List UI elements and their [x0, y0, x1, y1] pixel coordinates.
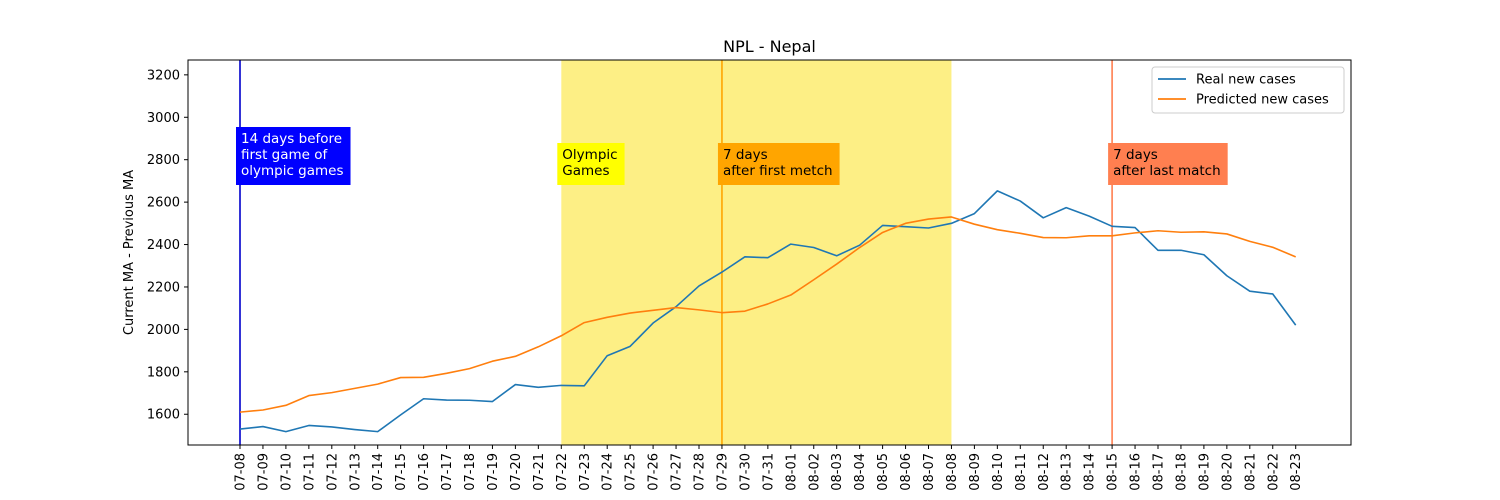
- legend-label-1: Predicted new cases: [1196, 93, 1329, 108]
- y-axis: 1600 1800 2000 2200 2400 2600 2800 3000 3200: [147, 68, 188, 423]
- x-tick-label: 08-01: [784, 453, 799, 491]
- series-lines: [239, 190, 1297, 433]
- x-tick-label: 08-07: [922, 453, 937, 491]
- x-tick-label: 08-03: [830, 453, 845, 491]
- x-tick-label: 08-19: [1197, 453, 1212, 491]
- event-annotation-text: after first metch: [723, 163, 833, 179]
- y-tick-label: 1800: [147, 365, 180, 380]
- event-annotation-text: first game of: [241, 147, 329, 163]
- x-tick-label: 08-09: [968, 453, 983, 491]
- x-tick-label: 08-10: [991, 453, 1006, 491]
- y-tick-label: 3200: [147, 68, 180, 83]
- x-tick-label: 08-04: [853, 453, 868, 491]
- x-tick-label: 07-08: [234, 453, 249, 491]
- x-tick-label: 07-18: [463, 453, 478, 491]
- plot-frame: [187, 59, 1352, 446]
- legend-frame: [1151, 66, 1345, 114]
- x-tick-label: 07-21: [532, 453, 547, 491]
- event-annotation-text: 7 days: [1113, 147, 1158, 163]
- x-tick-label: 07-16: [417, 453, 432, 491]
- x-tick-label: 08-13: [1060, 453, 1075, 491]
- series-line-1: [239, 216, 1297, 413]
- x-tick-label: 08-06: [899, 453, 914, 491]
- y-tick-label: 2800: [147, 153, 180, 168]
- x-tick-label: 08-05: [876, 453, 891, 491]
- x-axis: 07-08 07-09 07-10 07-11 07-12 07-13 07-14 07-15…: [234, 445, 1304, 491]
- x-tick-label: 07-14: [371, 453, 386, 491]
- y-tick-label: 2400: [147, 238, 180, 253]
- event-annotation-text: Games: [562, 163, 609, 179]
- shaded-region: [561, 60, 952, 445]
- y-tick-label: 3000: [147, 111, 180, 126]
- x-tick-label: 08-08: [945, 453, 960, 491]
- event-annotation-box: [1108, 143, 1228, 185]
- x-tick-label: 08-14: [1083, 453, 1098, 491]
- x-tick-label: 08-16: [1129, 453, 1144, 491]
- x-tick-label: 07-12: [325, 453, 340, 491]
- olympic-games-shaded-region: [561, 60, 952, 445]
- x-tick-label: 07-29: [715, 453, 730, 491]
- y-tick-label: 2600: [147, 196, 180, 211]
- x-tick-label: 08-02: [807, 453, 822, 491]
- x-tick-label: 07-15: [394, 453, 409, 491]
- x-tick-label: 07-26: [647, 453, 662, 491]
- event-lines: [239, 60, 1113, 445]
- x-tick-label: 08-12: [1037, 453, 1052, 491]
- x-tick-label: 07-20: [509, 453, 524, 491]
- chart-title: NPL - Nepal: [723, 37, 816, 56]
- x-tick-label: 08-11: [1014, 453, 1029, 491]
- x-tick-label: 08-21: [1243, 453, 1258, 491]
- x-tick-label: 07-25: [624, 453, 639, 491]
- x-tick-label: 07-09: [256, 453, 271, 491]
- event-annotation-text: 7 days: [723, 147, 768, 163]
- x-tick-label: 08-22: [1266, 453, 1281, 491]
- series-line-0: [239, 190, 1297, 433]
- x-tick-label: 07-23: [578, 453, 593, 491]
- x-tick-label: 08-15: [1106, 453, 1121, 491]
- x-tick-label: 07-19: [486, 453, 501, 491]
- x-tick-label: 07-31: [761, 453, 776, 491]
- x-tick-label: 08-20: [1220, 453, 1235, 491]
- y-axis-label: Current MA - Previous MA: [122, 170, 137, 335]
- x-tick-label: 08-17: [1152, 453, 1167, 491]
- legend: Real new cases Predicted new cases: [1151, 66, 1345, 114]
- event-annotation-box: [236, 127, 351, 185]
- x-tick-label: 07-27: [670, 453, 685, 491]
- y-tick-label: 2000: [147, 323, 180, 338]
- x-tick-label: 07-11: [302, 453, 317, 491]
- x-tick-label: 07-22: [555, 453, 570, 491]
- y-tick-label: 1600: [147, 408, 180, 423]
- x-tick-label: 08-23: [1289, 453, 1304, 491]
- event-annotation-text: after last match: [1113, 163, 1221, 179]
- y-tick-label: 2200: [147, 280, 180, 295]
- x-tick-label: 07-17: [440, 453, 455, 491]
- x-tick-label: 07-10: [279, 453, 294, 491]
- event-annotation-text: Olympic: [562, 147, 617, 163]
- x-tick-label: 07-13: [348, 453, 363, 491]
- x-tick-label: 08-18: [1174, 453, 1189, 491]
- x-tick-label: 07-24: [601, 453, 616, 491]
- event-annotation-text: 14 days before: [241, 131, 342, 147]
- legend-label-0: Real new cases: [1196, 73, 1296, 88]
- event-annotation-box: [717, 143, 840, 185]
- event-annotation-box: [557, 143, 625, 185]
- x-tick-label: 07-28: [693, 453, 708, 491]
- event-annotation-text: olympic games: [241, 163, 344, 179]
- x-tick-label: 07-30: [738, 453, 753, 491]
